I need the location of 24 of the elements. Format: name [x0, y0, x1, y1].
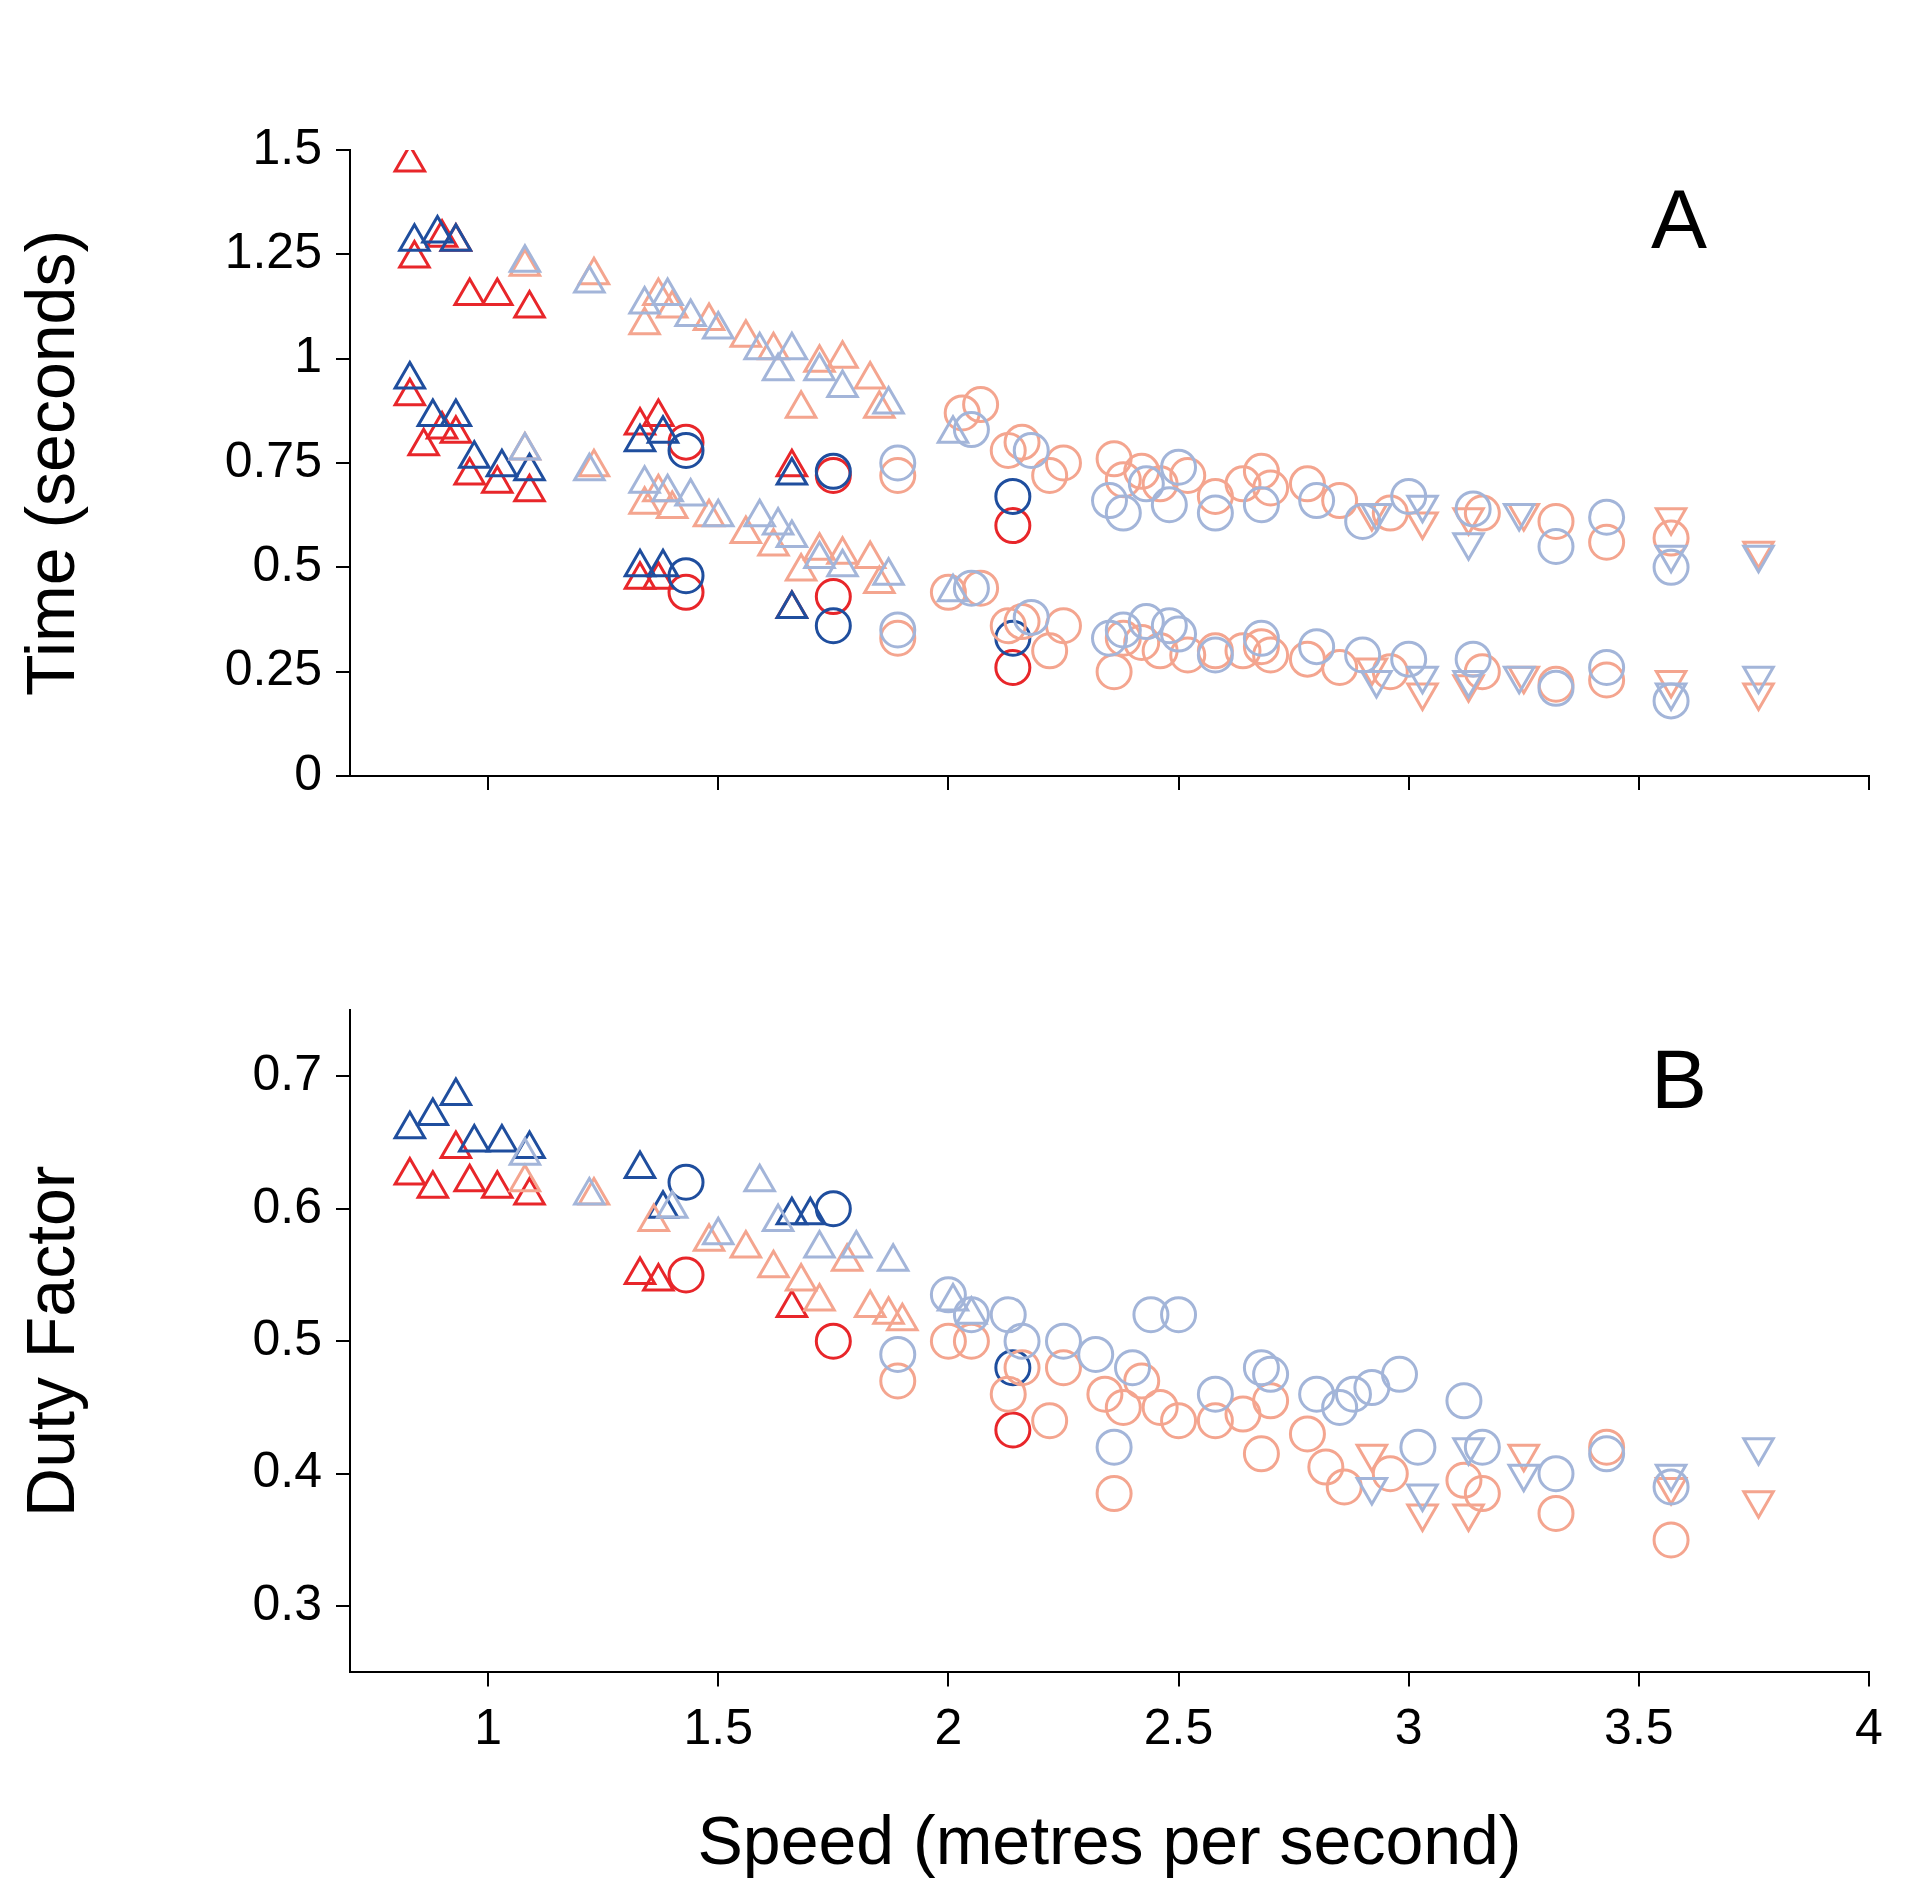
x-tick-label: 1.5 [683, 1699, 753, 1756]
y-tick-label: 1.5 [252, 118, 322, 175]
y-tick-label: 0.3 [252, 1574, 322, 1631]
x-tick-label: 3.5 [1604, 1699, 1674, 1756]
y-tick-label: 0.5 [252, 1309, 322, 1366]
x-tick-label: 4 [1855, 1699, 1883, 1756]
y-axis-title: Duty Factor [11, 1165, 88, 1517]
annotation: B [1650, 1032, 1708, 1127]
x-axis-title: Speed (metres per second) [697, 1801, 1522, 1878]
y-axis-title: Time (seconds) [11, 229, 88, 697]
x-tick-label: 2.5 [1143, 1699, 1214, 1756]
y-tick-label: 0.7 [252, 1045, 322, 1102]
x-tick-label: 3 [1394, 1699, 1423, 1756]
y-tick-label: 1.25 [224, 223, 322, 280]
x-tick-label: 1 [474, 1699, 502, 1756]
x-tick-label: 2 [934, 1699, 963, 1756]
y-tick-label: 0.6 [252, 1177, 322, 1234]
y-tick-label: 0.75 [224, 431, 322, 488]
y-tick-label: 0.25 [224, 640, 322, 697]
y-tick-label: 0 [294, 744, 322, 801]
y-tick-label: 1 [294, 327, 322, 384]
y-tick-label: 0.5 [252, 536, 322, 593]
y-tick-label: 0.4 [252, 1442, 322, 1499]
annotation: A [1650, 172, 1708, 267]
